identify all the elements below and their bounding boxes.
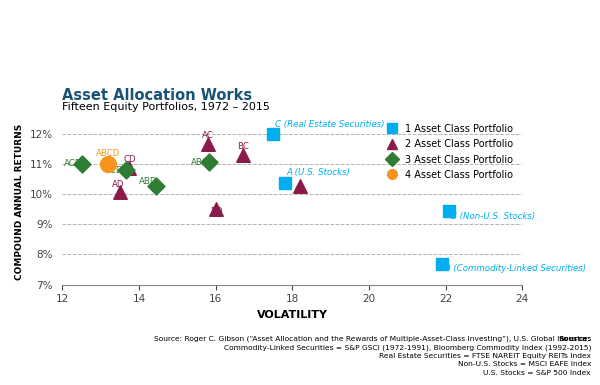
Y-axis label: COMPOUND ANNUAL RETURNS: COMPOUND ANNUAL RETURNS — [15, 124, 24, 280]
Text: Source: Roger C. Gibson (“Asset Allocation and the Rewards of Multiple-Asset-Cla: Source: Roger C. Gibson (“Asset Allocati… — [154, 336, 591, 342]
Point — [280, 180, 289, 186]
Point — [121, 167, 130, 174]
Text: Asset Allocation Works: Asset Allocation Works — [62, 89, 253, 104]
Point — [238, 152, 247, 158]
Text: AB: AB — [294, 186, 306, 194]
Point — [268, 131, 278, 137]
Point — [77, 161, 86, 167]
Point — [152, 183, 161, 189]
Point — [204, 159, 214, 165]
Text: U.S. Stocks = S&P 500 Index: U.S. Stocks = S&P 500 Index — [484, 370, 591, 376]
Point — [104, 161, 113, 167]
Text: D (Commodity-Linked Securities): D (Commodity-Linked Securities) — [444, 264, 586, 273]
Text: BCD: BCD — [104, 166, 123, 175]
Text: ABC: ABC — [191, 158, 209, 167]
Text: Non-U.S. Stocks = MSCI EAFE Index: Non-U.S. Stocks = MSCI EAFE Index — [458, 361, 591, 367]
Text: B (Non-U.S. Stocks): B (Non-U.S. Stocks) — [451, 212, 536, 221]
Text: ABD: ABD — [139, 177, 158, 186]
Text: ACD: ACD — [64, 159, 83, 168]
Point — [437, 260, 446, 266]
Text: C (Real Estate Securities): C (Real Estate Securities) — [275, 120, 385, 129]
Point — [211, 206, 221, 212]
Point — [125, 165, 134, 171]
Legend: 1 Asset Class Portfolio, 2 Asset Class Portfolio, 3 Asset Class Portfolio, 4 Ass: 1 Asset Class Portfolio, 2 Asset Class P… — [378, 120, 517, 184]
Text: Real Estate Securities = FTSE NAREIT Equity REITs Index: Real Estate Securities = FTSE NAREIT Equ… — [379, 353, 591, 359]
Text: BD: BD — [210, 207, 223, 216]
Text: AC: AC — [202, 131, 214, 140]
Text: BC: BC — [237, 142, 248, 151]
Point — [445, 208, 454, 214]
Point — [203, 141, 213, 147]
X-axis label: VOLATILITY: VOLATILITY — [257, 310, 328, 320]
Text: AD: AD — [112, 179, 125, 189]
Text: ABCD: ABCD — [96, 149, 121, 158]
Point — [115, 189, 125, 196]
Text: A (U.S. Stocks): A (U.S. Stocks) — [287, 168, 350, 177]
Text: Fifteen Equity Portfolios, 1972 – 2015: Fifteen Equity Portfolios, 1972 – 2015 — [62, 102, 270, 112]
Text: Source:: Source: — [559, 336, 591, 342]
Text: Commodity-Linked Securities = S&P GSCI (1972-1991), Bloomberg Commodity Index (1: Commodity-Linked Securities = S&P GSCI (… — [223, 344, 591, 351]
Text: CD: CD — [124, 156, 136, 164]
Point — [295, 183, 305, 189]
